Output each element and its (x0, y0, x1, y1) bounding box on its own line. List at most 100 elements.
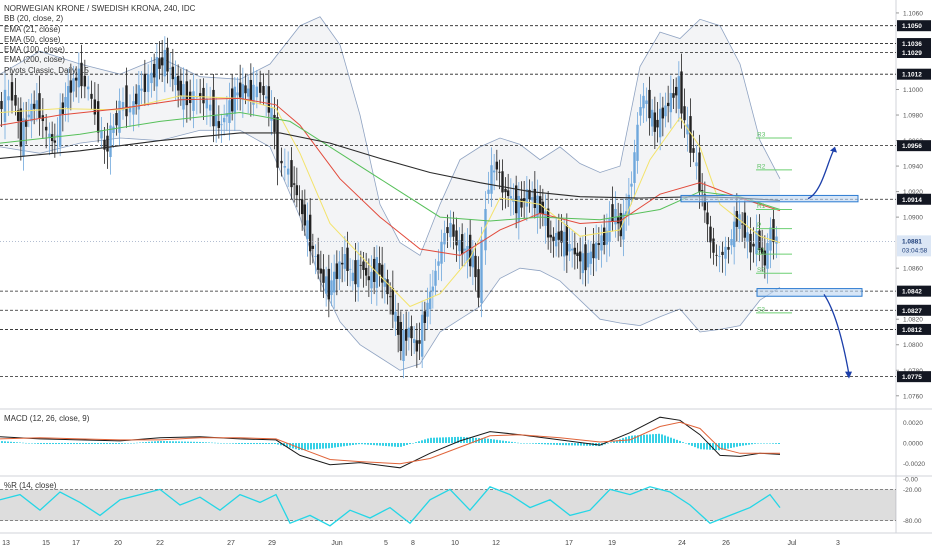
macd-histogram-bar (103, 443, 105, 445)
macd-histogram-bar (166, 441, 168, 443)
macd-histogram-bar (697, 443, 699, 449)
macd-histogram-bar (280, 443, 282, 446)
legend-ema50[interactable]: EMA (50, close) (4, 34, 61, 44)
candle-body (276, 117, 279, 168)
candle-body (220, 124, 223, 126)
level-label: 1.0827 (902, 308, 922, 315)
macd-histogram-bar (85, 443, 87, 445)
y-tick-label: 1.0980 (903, 113, 923, 120)
candle-body (69, 80, 73, 93)
candle-body (740, 223, 744, 225)
candle-body (137, 85, 141, 110)
macd-histogram-bar (475, 437, 477, 443)
willr-legend[interactable]: %R (14, close) (4, 481, 57, 490)
candle-body (517, 195, 521, 223)
candle-body (249, 79, 253, 101)
macd-histogram-bar (217, 442, 219, 444)
candle-body (404, 329, 408, 341)
macd-histogram-bar (553, 443, 555, 445)
candle-body (346, 247, 349, 271)
candle-body (24, 119, 28, 127)
candle-body (492, 170, 496, 173)
macd-histogram-bar (277, 443, 279, 445)
macd-histogram-bar (394, 443, 396, 447)
legend-ema21[interactable]: EMA (21, close) (4, 24, 61, 34)
macd-legend[interactable]: MACD (12, 26, close, 9) (4, 414, 90, 423)
legend-pivots[interactable]: Pivots Classic, Daily, 15 (4, 65, 89, 75)
candle-body (402, 329, 405, 362)
pivot-label: S1 (757, 248, 765, 255)
candle-body (286, 168, 290, 175)
macd-histogram-bar (613, 441, 615, 443)
candle-body (732, 221, 736, 248)
macd-histogram-bar (316, 443, 318, 450)
macd-histogram-bar (163, 441, 165, 443)
candle-body (205, 98, 209, 109)
level-label: 1.0956 (902, 143, 922, 150)
macd-histogram-bar (226, 443, 228, 444)
candle-body (367, 276, 371, 281)
x-tick-label: 12 (492, 540, 500, 547)
macd-histogram-bar (205, 442, 207, 443)
candle-body (77, 68, 81, 88)
macd-histogram-bar (751, 443, 753, 445)
macd-histogram-bar (619, 439, 621, 443)
candle-body (125, 85, 128, 117)
candle-body (300, 199, 304, 215)
macd-histogram-bar (493, 439, 495, 443)
chart-title: NORWEGIAN KRONE / SWEDISH KRONA, 240, ID… (4, 4, 196, 13)
macd-histogram-bar (382, 443, 384, 446)
macd-histogram-bar (250, 443, 252, 445)
candle-body (431, 286, 435, 292)
willr-y-tick: -80.00 (903, 518, 922, 525)
candle-body (16, 110, 20, 121)
candle-body (568, 243, 571, 252)
indicator-legend: NORWEGIAN KRONE / SWEDISH KRONA, 240, ID… (4, 4, 195, 76)
macd-histogram-bar (43, 443, 45, 445)
candle-body (426, 302, 429, 317)
candle-body (589, 251, 593, 264)
macd-histogram-bar (559, 443, 561, 446)
candle-body (72, 78, 75, 92)
ema21-line (0, 95, 781, 308)
legend-ema100[interactable]: EMA (100, close) (4, 45, 65, 55)
legend-bb[interactable]: BB (20, close, 2) (4, 14, 64, 24)
macd-histogram-bar (187, 441, 189, 443)
macd-histogram-bar (679, 440, 681, 443)
candle-body (238, 82, 242, 98)
macd-histogram-bar (658, 433, 660, 443)
candle-body (636, 124, 639, 161)
candle-body (354, 260, 357, 285)
macd-histogram-bar (670, 437, 672, 443)
macd-histogram-bar (505, 441, 507, 443)
candle-body (463, 248, 467, 251)
macd-histogram-bar (304, 443, 306, 450)
x-tick-label: 17 (72, 540, 80, 547)
candle-body (394, 311, 397, 322)
macd-histogram-bar (421, 440, 423, 443)
candle-body (351, 272, 355, 281)
macd-histogram-bar (703, 443, 705, 450)
resistance-zone (680, 194, 859, 203)
macd-histogram-bar (490, 439, 492, 443)
macd-histogram-bar (178, 441, 180, 443)
macd-histogram-bar (661, 434, 663, 443)
macd-histogram-bar (211, 442, 213, 444)
candle-body (383, 278, 387, 287)
candle-body (155, 57, 159, 87)
candle-body (746, 232, 749, 242)
legend-ema200[interactable]: EMA (200, close) (4, 55, 65, 65)
macd-histogram-bar (307, 443, 309, 450)
candle-body (484, 208, 487, 251)
candle-body (10, 82, 14, 101)
candle-body (115, 113, 118, 126)
macd-histogram-bar (313, 443, 315, 450)
macd-histogram-bar (502, 440, 504, 443)
macd-histogram-bar (748, 443, 750, 445)
macd-histogram-bar (109, 443, 111, 445)
macd-histogram-bar (232, 443, 234, 444)
candle-body (179, 80, 183, 96)
y-tick-label: 1.0900 (903, 215, 923, 222)
candle-body (163, 49, 167, 77)
macd-histogram-bar (547, 443, 549, 445)
